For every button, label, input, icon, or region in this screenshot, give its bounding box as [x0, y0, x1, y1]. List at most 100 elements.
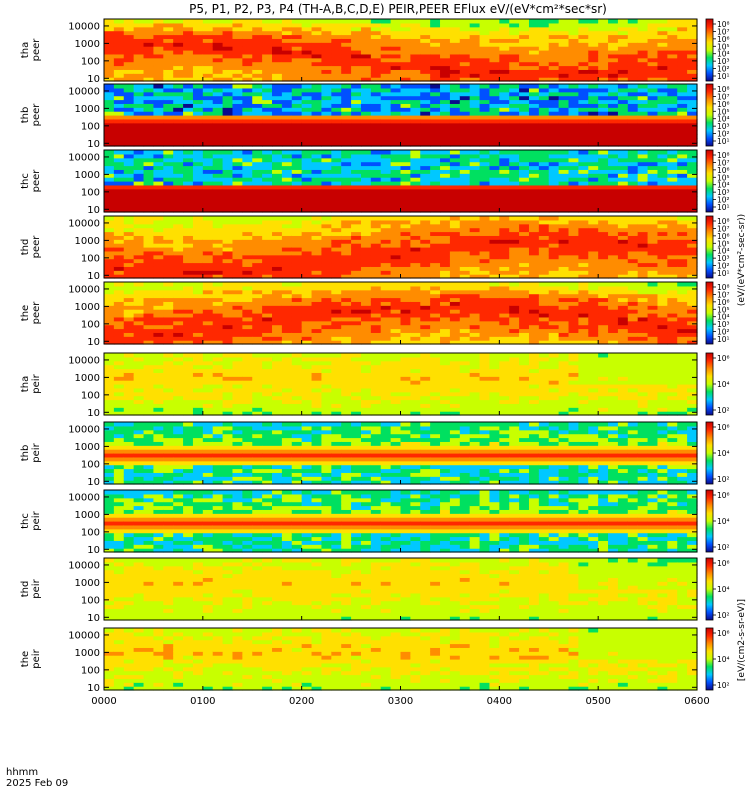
y-tick-label: 10	[87, 74, 100, 85]
panel-label: thcpeir	[20, 510, 42, 530]
colorbar-tick-label: 10⁵	[717, 42, 730, 51]
colorbar-tick-label: 10³	[717, 254, 730, 263]
colorbar-tick-label: 10⁶	[717, 298, 730, 307]
colorbar: 10⁶ 10⁴ 10²	[705, 489, 730, 553]
y-tick-label: 1000	[75, 104, 100, 115]
colorbar-tick-label: 10⁴	[717, 313, 730, 322]
y-tick-label: 10	[87, 271, 100, 282]
panel-thb-peer: 10100100010000thbpeer10⁸10⁷10⁶10⁵10⁴10³1…	[20, 83, 730, 150]
spectrogram-cells	[104, 282, 698, 345]
colorbar-tick-label: 10⁷	[717, 92, 730, 101]
colorbar-tick-label: 10⁵	[717, 173, 730, 182]
spectrogram-cells	[104, 84, 698, 147]
colorbar-tick-label: 10²	[717, 262, 730, 271]
colorbar-tick-label: 10⁸	[717, 217, 730, 226]
y-tick-label: 10000	[68, 86, 100, 97]
spectrogram-cells	[104, 150, 698, 213]
panel-the-peer: 10100100010000thepeer10⁸10⁷10⁶10⁵10⁴10³1…	[20, 281, 730, 348]
y-tick-label: 1000	[75, 236, 100, 247]
colorbar-tick-label: 10²	[717, 130, 730, 139]
colorbar-tick-label: 10⁴	[717, 50, 730, 59]
colorbar-tick-label: 10⁶	[717, 100, 730, 109]
x-tick-label: 0100	[190, 696, 215, 707]
x-tick-label: 0200	[289, 696, 314, 707]
chart-title: P5, P1, P2, P3, P4 (TH-A,B,C,D,E) PEIR,P…	[189, 2, 607, 16]
colorbar-tick-label: 10⁵	[717, 107, 730, 116]
colorbar-tick-label: 10⁴	[717, 181, 730, 190]
spectrogram-cells	[104, 490, 698, 553]
y-tick-label: 1000	[75, 373, 100, 384]
panel-thd-peir: 10 100 1000 10000 thdpeir 10⁶ 10⁴ 10²	[20, 557, 730, 624]
spectrogram-cells	[104, 558, 698, 621]
colorbar-tick-label: 10⁶	[717, 423, 730, 432]
colorbar-tick-label: 10²	[717, 543, 730, 552]
y-tick-label: 1000	[75, 302, 100, 313]
y-tick-label: 10000	[68, 492, 100, 503]
colorbar-units-bottom: [eV/(cm2-s-sr-eV)]	[737, 599, 747, 681]
y-tick-label: 10000	[68, 152, 100, 163]
x-tick-label: 0500	[585, 696, 610, 707]
y-tick-label: 10	[87, 613, 100, 624]
colorbar-tick-label: 10⁶	[717, 559, 730, 568]
y-tick-label: 10000	[68, 630, 100, 641]
colorbar-tick-label: 10⁴	[717, 115, 730, 124]
panel-thb-peir: 10 100 1000 10000 thbpeir 10⁶ 10⁴ 10²	[20, 421, 730, 488]
colorbar-tick-label: 10⁸	[717, 20, 730, 29]
colorbar-tick-label: 10¹	[717, 269, 730, 278]
y-tick-label: 10	[87, 545, 100, 556]
x-tick-label: 0300	[388, 696, 413, 707]
colorbar-tick-label: 10⁸	[717, 85, 730, 94]
colorbar-tick-label: 10⁸	[717, 283, 730, 292]
colorbar-tick-label: 10⁷	[717, 224, 730, 233]
y-tick-label: 10	[87, 683, 100, 694]
colorbar-tick-label: 10²	[717, 681, 730, 690]
spectrogram-cells	[104, 353, 698, 416]
panel-tha-peer: 10100100010000thapeer10⁸10⁷10⁶10⁵10⁴10³1…	[20, 18, 730, 85]
y-tick-label: 10000	[68, 218, 100, 229]
colorbar-tick-label: 10⁷	[717, 27, 730, 36]
y-tick-label: 100	[81, 319, 100, 330]
y-tick-label: 100	[81, 56, 100, 67]
x-tick-label: 0400	[487, 696, 512, 707]
colorbar-tick-label: 10⁸	[717, 151, 730, 160]
y-tick-label: 10000	[68, 21, 100, 32]
colorbar-tick-label: 10⁴	[717, 380, 730, 389]
y-tick-label: 1000	[75, 578, 100, 589]
colorbar-tick-label: 10⁵	[717, 239, 730, 248]
x-axis-caption: hhmm 2025 Feb 09	[6, 767, 68, 789]
y-tick-label: 100	[81, 187, 100, 198]
panel-label: thapeir	[20, 373, 42, 393]
x-axis-label-date: 2025 Feb 09	[6, 778, 69, 789]
colorbar-tick-label: 10⁵	[717, 305, 730, 314]
colorbar-units-top: (eV/(eV*cm²-sec-sr))	[737, 214, 747, 306]
y-tick-label: 10000	[68, 424, 100, 435]
y-tick-label: 100	[81, 253, 100, 264]
colorbar-tick-label: 10³	[717, 188, 730, 197]
colorbar-tick-label: 10⁶	[717, 354, 730, 363]
colorbar-tick-label: 10⁶	[717, 629, 730, 638]
panel-label: thdpeer	[20, 235, 42, 259]
colorbar: 10⁶ 10⁴ 10²	[705, 627, 730, 691]
panel-thc-peer: 10100100010000thcpeer10⁸10⁷10⁶10⁵10⁴10³1…	[20, 149, 730, 216]
colorbar-tick-label: 10¹	[717, 335, 730, 344]
panel-the-peir: 10 100 1000 10000 thepeir 10⁶ 10⁴ 10²	[20, 627, 730, 694]
colorbar-tick-label: 10²	[717, 328, 730, 337]
colorbar: 10⁶ 10⁴ 10²	[705, 421, 730, 485]
y-tick-label: 10000	[68, 284, 100, 295]
panel-label: thcpeer	[20, 169, 42, 193]
colorbar-tick-label: 10⁷	[717, 290, 730, 299]
x-tick-label: 0600	[684, 696, 709, 707]
colorbar-tick-label: 10⁶	[717, 491, 730, 500]
y-tick-label: 100	[81, 527, 100, 538]
colorbar-tick-label: 10⁴	[717, 655, 730, 664]
y-tick-label: 100	[81, 595, 100, 606]
colorbar-tick-label: 10¹	[717, 203, 730, 212]
spectrogram-cells	[104, 628, 698, 691]
y-tick-label: 100	[81, 390, 100, 401]
panel-label: thbpeir	[20, 442, 42, 462]
y-tick-label: 1000	[75, 648, 100, 659]
panel-thc-peir: 10 100 1000 10000 thcpeir 10⁶ 10⁴ 10²	[20, 489, 730, 556]
